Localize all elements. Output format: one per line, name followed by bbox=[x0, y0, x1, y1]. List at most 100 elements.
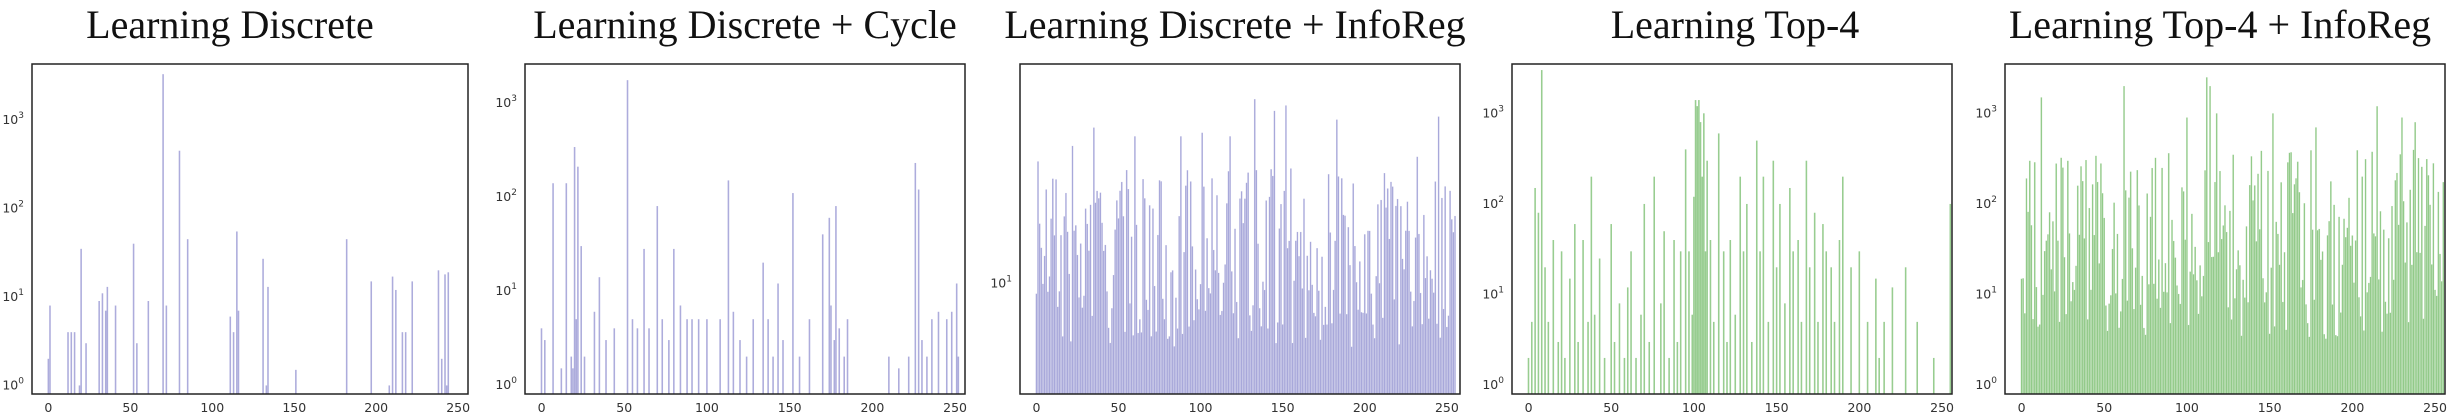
histogram-bar bbox=[2329, 181, 2332, 395]
histogram-bar bbox=[2270, 267, 2273, 395]
histogram-bar bbox=[1340, 178, 1343, 395]
histogram-bar bbox=[1618, 303, 1621, 394]
histogram-bar bbox=[2080, 166, 2083, 395]
histogram-bar bbox=[2090, 289, 2092, 395]
histogram-bar bbox=[1866, 321, 1869, 394]
histogram-bar bbox=[1261, 281, 1264, 395]
histogram-bar bbox=[1291, 342, 1294, 395]
x-tick-label: 250 bbox=[1435, 400, 1459, 415]
histogram-bar bbox=[2295, 178, 2298, 395]
histogram-bar bbox=[2128, 197, 2130, 395]
histogram-bar bbox=[2268, 333, 2271, 395]
histogram-bar bbox=[1560, 251, 1563, 394]
histogram-bar bbox=[2377, 279, 2380, 395]
histogram-bar bbox=[668, 340, 670, 394]
histogram-bar bbox=[1114, 229, 1117, 395]
histogram-bar bbox=[2088, 207, 2091, 395]
histogram-bar bbox=[2396, 172, 2398, 395]
histogram-bar bbox=[2113, 202, 2116, 395]
histogram-bar bbox=[1306, 255, 1309, 395]
histogram-bar bbox=[1273, 110, 1276, 395]
histogram-bar bbox=[1734, 314, 1737, 394]
histogram-bar bbox=[1759, 251, 1761, 394]
histogram-bar bbox=[2427, 175, 2430, 395]
histogram-bar bbox=[49, 305, 51, 394]
histogram-bar bbox=[1307, 290, 1310, 395]
histogram-bar bbox=[1110, 307, 1113, 395]
histogram-bar bbox=[1345, 313, 1348, 395]
histogram-bar bbox=[1222, 282, 1225, 395]
histogram-bar bbox=[1817, 321, 1819, 394]
histogram-bar bbox=[1367, 230, 1369, 395]
histogram-bar bbox=[1350, 346, 1353, 395]
histogram-bar bbox=[2068, 233, 2071, 395]
histogram-bar bbox=[2093, 234, 2096, 395]
histogram-bar bbox=[1408, 230, 1411, 395]
histogram-bar bbox=[2038, 324, 2041, 395]
histogram-bar bbox=[2083, 238, 2086, 395]
histogram-bar bbox=[1181, 333, 1184, 395]
histogram-bar bbox=[2227, 307, 2230, 395]
histogram-bar bbox=[2334, 334, 2337, 395]
histogram-bar bbox=[1396, 198, 1399, 395]
histogram-bar bbox=[1630, 251, 1632, 394]
histogram-bar bbox=[447, 272, 450, 394]
y-tick-label: 102 bbox=[495, 188, 517, 204]
histogram-bar bbox=[777, 283, 779, 394]
histogram-bar bbox=[1041, 283, 1044, 395]
histogram-bar bbox=[821, 234, 824, 394]
histogram-bar bbox=[2387, 237, 2390, 395]
histogram-bar bbox=[1353, 245, 1356, 395]
histogram-bar bbox=[1309, 241, 1312, 395]
histogram-bar bbox=[2185, 117, 2188, 395]
histogram-bar bbox=[1096, 190, 1099, 395]
histogram-bar bbox=[2349, 245, 2352, 395]
histogram-bar bbox=[626, 80, 629, 394]
histogram-bar bbox=[1270, 168, 1273, 395]
histogram-bar bbox=[411, 281, 414, 394]
x-tick-label: 50 bbox=[1603, 400, 1619, 415]
histogram-bar bbox=[1266, 328, 1269, 395]
histogram-bar bbox=[2429, 204, 2432, 395]
histogram-bar bbox=[1383, 172, 1386, 395]
histogram-bar bbox=[1188, 326, 1191, 395]
histogram-bar bbox=[1431, 278, 1434, 395]
histogram-bar bbox=[2286, 162, 2289, 395]
histogram-bar bbox=[1117, 218, 1120, 395]
histogram-bar bbox=[395, 289, 397, 394]
histogram-bar bbox=[1253, 98, 1256, 395]
histogram-bar bbox=[391, 276, 394, 394]
histogram-bar bbox=[1137, 332, 1140, 395]
histogram-bar bbox=[2247, 302, 2250, 395]
histogram-bar bbox=[1401, 258, 1404, 395]
histogram-bar bbox=[2343, 218, 2346, 395]
histogram-bar bbox=[1101, 222, 1104, 395]
histogram-bar bbox=[370, 281, 373, 394]
panel-title: Learning Discrete + InfoReg bbox=[1004, 2, 1465, 47]
histogram-bar bbox=[1217, 272, 1220, 395]
histogram-bar bbox=[2422, 318, 2425, 395]
histogram-bar bbox=[1084, 208, 1087, 395]
histogram-bar bbox=[1284, 105, 1287, 395]
histogram-bar bbox=[2280, 182, 2283, 395]
histogram-bar bbox=[2296, 161, 2299, 395]
histogram-bar bbox=[1842, 176, 1844, 394]
histogram-bar bbox=[1445, 326, 1448, 395]
x-tick-label: 150 bbox=[1271, 400, 1295, 415]
histogram-bar bbox=[1235, 301, 1238, 395]
axes: 0 50 100 150 200 250 100 101 102 103 bbox=[2, 111, 470, 415]
histogram-bar bbox=[1385, 207, 1388, 395]
histogram-bar bbox=[1219, 314, 1222, 395]
histogram-bar bbox=[1663, 231, 1665, 394]
histogram-bar bbox=[1429, 269, 1432, 395]
histogram-bar bbox=[1673, 240, 1675, 394]
histogram-bar bbox=[1784, 303, 1786, 394]
histogram-bar bbox=[1547, 321, 1550, 394]
histogram-bar bbox=[136, 343, 138, 394]
histogram-bar bbox=[1142, 178, 1145, 395]
histogram-bar bbox=[1173, 346, 1176, 395]
histogram-bar bbox=[1151, 208, 1154, 395]
histogram-bar bbox=[2060, 157, 2063, 395]
histogram-bar bbox=[1069, 341, 1072, 395]
histogram-bar bbox=[1534, 187, 1536, 394]
